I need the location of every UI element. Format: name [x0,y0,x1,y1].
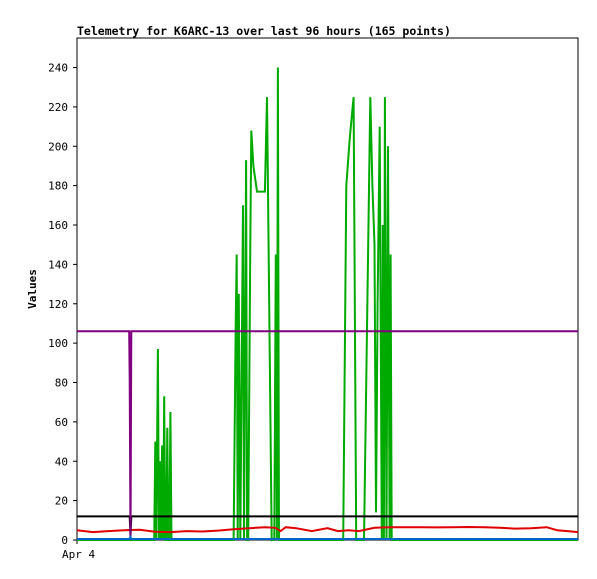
series-layer [76,67,579,541]
series-line-5 [77,534,578,540]
y-tick-label: 180 [48,180,68,193]
series-line-4 [77,330,578,541]
y-axis-label: Values [26,269,39,309]
y-axis: 0 20 40 60 80 100 120 140 160 180 200 220 240 [48,62,77,547]
y-tick-label: 0 [61,534,68,547]
y-tick-label: 60 [55,416,68,429]
plot-frame [76,37,579,541]
y-tick-label: 160 [48,219,68,232]
y-tick-label: 200 [48,140,68,153]
y-tick-label: 240 [48,62,68,75]
chart-title: Telemetry for K6ARC-13 over last 96 hour… [77,24,451,38]
y-tick-label: 20 [55,495,68,508]
y-tick-label: 80 [55,377,68,390]
y-tick-label: 100 [48,337,68,350]
series-line-2 [76,525,579,534]
y-tick-label: 120 [48,298,68,311]
x-tick-label: Apr 4 [62,548,95,561]
y-tick-label: 140 [48,258,68,271]
y-tick-label: 40 [55,455,68,468]
y-tick-label: 220 [48,101,68,114]
series-line-1 [77,67,578,541]
